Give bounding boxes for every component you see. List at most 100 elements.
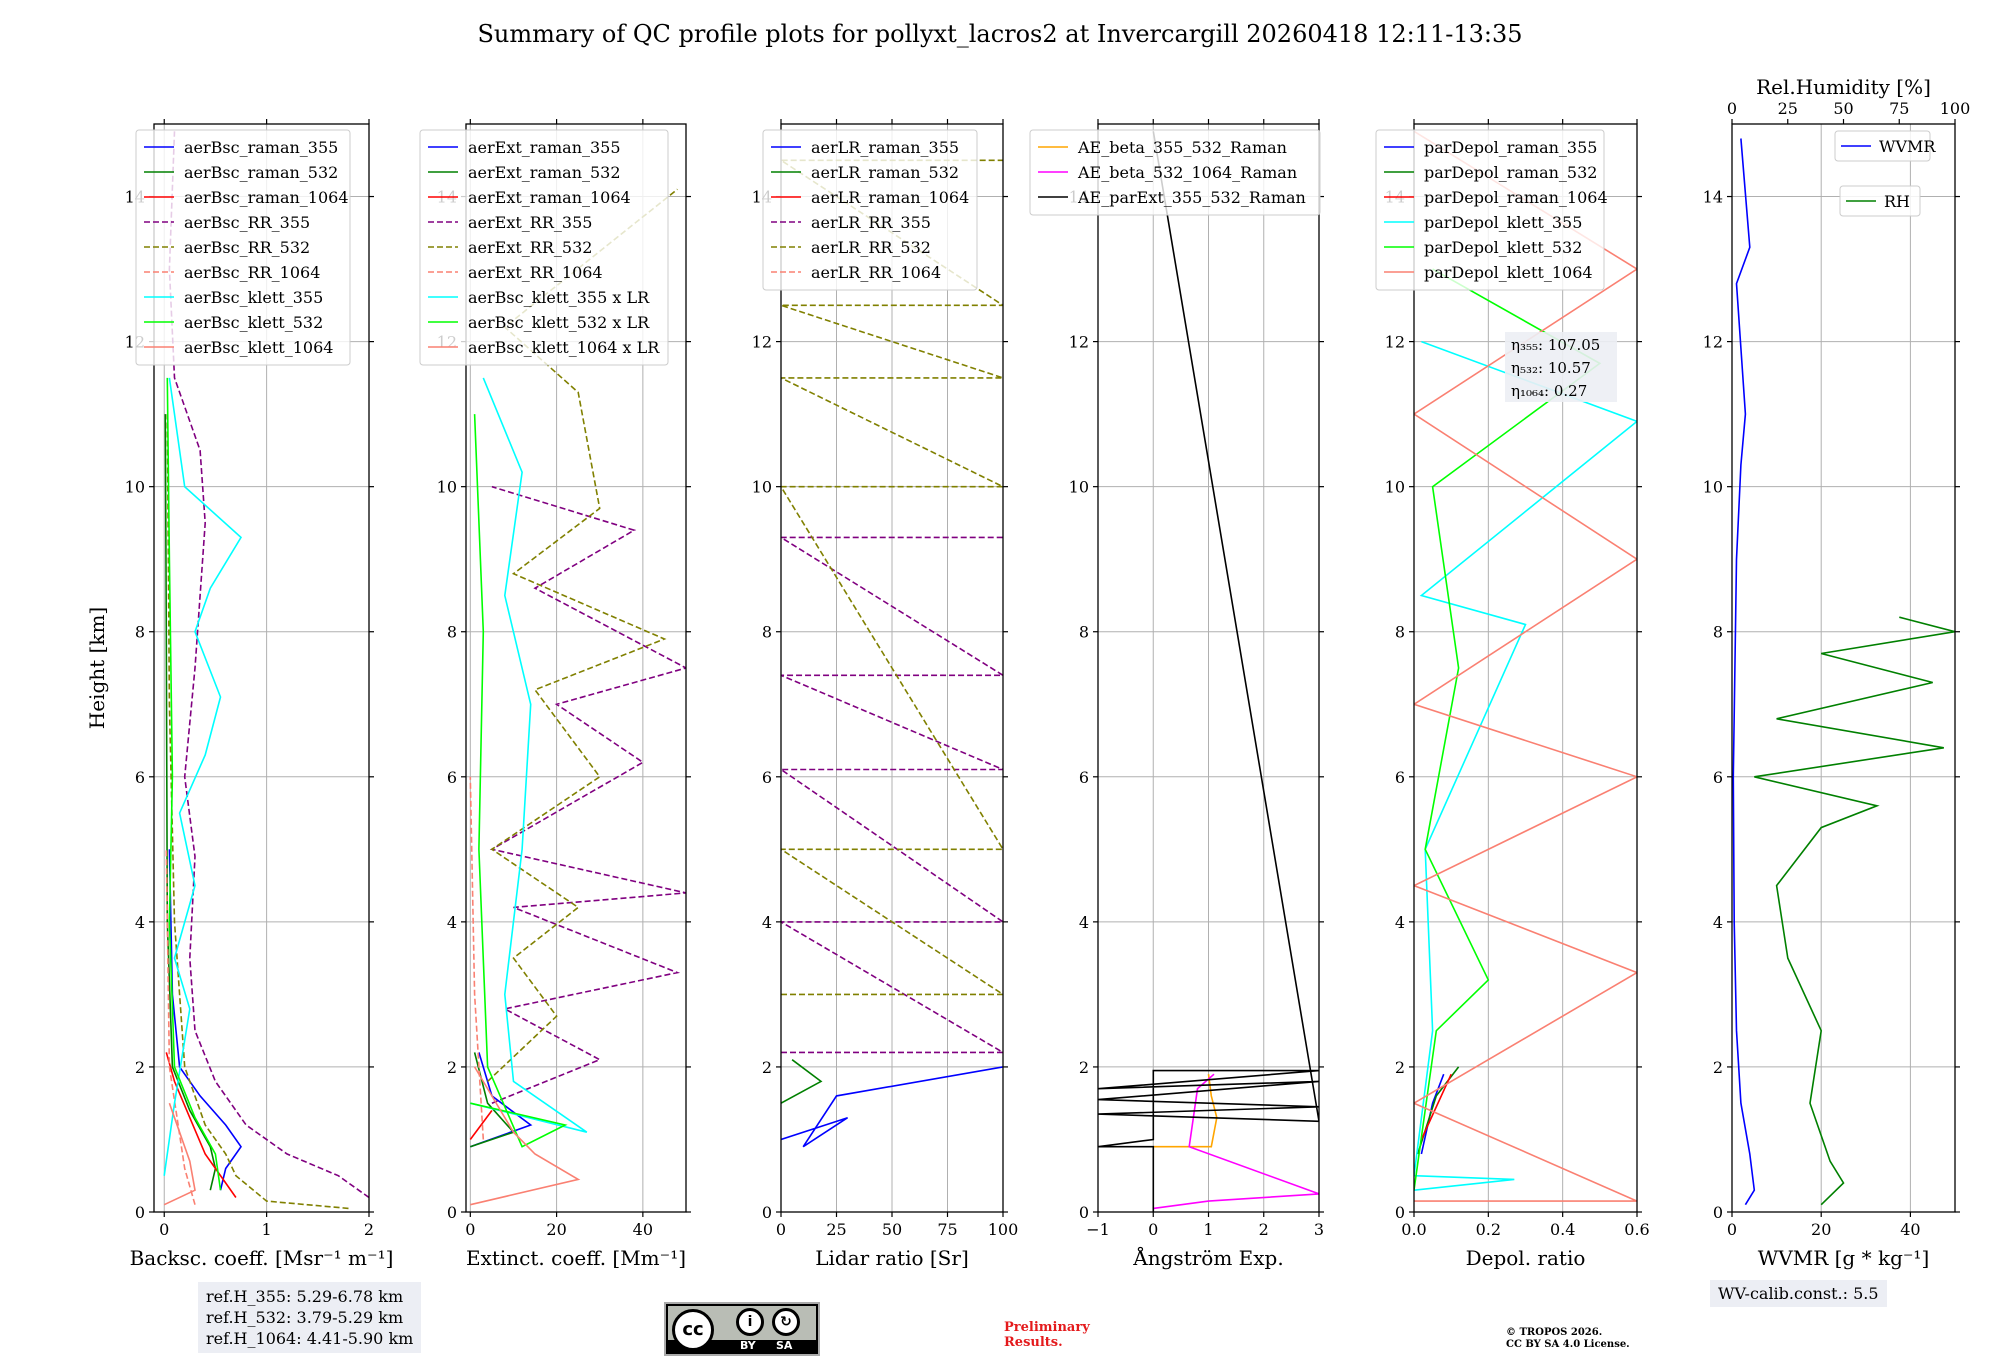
cc-license-badge: cc i ↻ BY SA — [664, 1302, 820, 1356]
series-line-parDepol_klett_1064 — [1414, 130, 1637, 1202]
y-tick-label-bsc: 2 — [135, 1058, 145, 1077]
eta-annotation-box — [1505, 332, 1617, 402]
legend-label-aerExt_raman_355: aerExt_raman_355 — [468, 138, 621, 157]
top-x-axis-label-wv: Rel.Humidity [%] — [1756, 75, 1931, 99]
series-line-aerBsc_raman_1064 — [165, 1052, 237, 1198]
y-tick-label-depol: 8 — [1395, 623, 1405, 642]
x-tick-label-bsc: 0 — [159, 1220, 169, 1239]
legend-label-aerExt_raman_532: aerExt_raman_532 — [468, 163, 621, 182]
x-tick-label-depol: 0.6 — [1624, 1220, 1649, 1239]
ref-height-532: ref.H_532: 3.79-5.29 km — [206, 1308, 404, 1327]
y-tick-label-wv: 14 — [1703, 188, 1723, 207]
series-group-wv — [1732, 138, 1955, 1206]
y-tick-label-lr: 6 — [762, 768, 772, 787]
copyright-note: © TROPOS 2026. CC BY SA 4.0 License. — [1506, 1327, 1630, 1351]
ref-height-1064: ref.H_1064: 4.41-5.90 km — [206, 1329, 414, 1348]
y-tick-label-ae: 2 — [1079, 1058, 1089, 1077]
top-x-tick-label-wv: 50 — [1833, 99, 1853, 118]
wv-calib-box: WV-calib.const.: 5.5 — [1710, 1280, 1887, 1307]
series-group-ae — [1098, 131, 1319, 1212]
series-line-aerExt_RR_1064 — [469, 776, 485, 1140]
series-line-WVMR — [1732, 138, 1756, 1206]
y-tick-label-ae: 8 — [1079, 623, 1089, 642]
series-line-aerBsc_klett_1064 x LR — [470, 1066, 581, 1206]
legend-lr: aerLR_raman_355 aerLR_raman_532 aerLR_rama… — [762, 129, 978, 291]
eta-annotation-0: η₃₅₅: 107.05 — [1511, 336, 1600, 354]
legend-depol: parDepol_raman_355 parDepol_raman_532 parD… — [1375, 129, 1608, 291]
legend-bsc: aerBsc_raman_355 aerBsc_raman_532 aerBsc_r… — [135, 129, 351, 366]
series-line-aerBsc_klett_1064 — [163, 1102, 196, 1206]
y-tick-label-depol: 2 — [1395, 1058, 1405, 1077]
series-line-aerBsc_klett_355 x LR — [470, 377, 588, 1133]
legend-label-AE_beta_532_1064_Raman: AE_beta_532_1064_Raman — [1077, 163, 1297, 182]
cc-sa-label: SA — [776, 1339, 793, 1352]
legend-label-aerBsc_klett_1064: aerBsc_klett_1064 — [184, 338, 333, 357]
legend-label-parDepol_raman_1064: parDepol_raman_1064 — [1424, 188, 1608, 207]
series-line-aerExt_RR_532 — [487, 188, 678, 1082]
legend-label-WVMR: WVMR — [1879, 137, 1936, 156]
y-tick-label-bsc: 0 — [135, 1203, 145, 1222]
series-line-aerBsc_raman_355 — [168, 849, 242, 1191]
y-tick-label-lr: 4 — [762, 913, 772, 932]
series-line-aerBsc_klett_355 — [163, 377, 243, 1176]
ref-height-355: ref.H_355: 5.29-6.78 km — [206, 1287, 404, 1306]
preliminary-results-note: Preliminary Results. — [1004, 1320, 1090, 1350]
legend-label-aerBsc_raman_1064: aerBsc_raman_1064 — [184, 188, 349, 207]
axes-frame-ext — [465, 123, 687, 1213]
x-tick-label-lr: 25 — [826, 1220, 846, 1239]
eta-annotation-1: η₅₃₂: 10.57 — [1511, 359, 1591, 377]
x-tick-label-depol: 0.4 — [1550, 1220, 1575, 1239]
legend-label-parDepol_klett_1064: parDepol_klett_1064 — [1424, 263, 1593, 282]
legend-box-WVMR — [1834, 130, 1931, 162]
top-x-tick-label-wv: 0 — [1727, 99, 1737, 118]
copyright-line-2: CC BY SA 4.0 License. — [1506, 1339, 1630, 1350]
legend-label-aerBsc_RR_532: aerBsc_RR_532 — [184, 238, 310, 257]
x-axis-label-ae: Ångström Exp. — [1132, 1245, 1283, 1270]
x-axis-label-bsc: Backsc. coeff. [Msr⁻¹ m⁻¹] — [130, 1246, 394, 1270]
legend-ae: AE_beta_355_532_Raman AE_beta_532_1064_Ra… — [1029, 129, 1321, 216]
y-tick-label-depol: 4 — [1395, 913, 1405, 932]
y-tick-label-depol: 0 — [1395, 1203, 1405, 1222]
y-axis-label: Height [km] — [85, 607, 109, 729]
legend-label-parDepol_klett_532: parDepol_klett_532 — [1424, 238, 1582, 257]
y-tick-label-wv: 10 — [1703, 478, 1723, 497]
panel-ext: 0246810121402040Extinct. coeff. [Mm⁻¹]ae… — [419, 119, 691, 1270]
legend-label-aerExt_RR_355: aerExt_RR_355 — [468, 213, 592, 232]
y-tick-label-lr: 10 — [752, 478, 772, 497]
x-tick-label-ext: 0 — [465, 1220, 475, 1239]
x-tick-label-wv: 40 — [1900, 1220, 1920, 1239]
y-tick-label-ae: 4 — [1079, 913, 1089, 932]
y-tick-label-ext: 2 — [447, 1058, 457, 1077]
cc-icon: cc — [672, 1309, 714, 1351]
series-line-aerBsc_raman_532 — [164, 414, 217, 1191]
legend-label-aerLR_raman_355: aerLR_raman_355 — [811, 138, 959, 157]
series-line-aerExt_raman_1064 — [469, 1110, 493, 1140]
y-tick-label-bsc: 4 — [135, 913, 145, 932]
top-x-tick-label-wv: 75 — [1889, 99, 1909, 118]
sa-icon: ↻ — [772, 1308, 800, 1336]
series-group-ext — [469, 188, 686, 1206]
top-x-tick-label-wv: 25 — [1778, 99, 1798, 118]
cc-by-label: BY — [740, 1339, 756, 1352]
legend-label-parDepol_raman_355: parDepol_raman_355 — [1424, 138, 1597, 157]
legend-label-AE_parExt_355_532_Raman: AE_parExt_355_532_Raman — [1077, 188, 1306, 207]
series-line-aerBsc_RR_355 — [168, 131, 369, 1199]
legend-label-parDepol_raman_532: parDepol_raman_532 — [1424, 163, 1597, 182]
series-line-aerLR_RR_355 — [781, 536, 1003, 1054]
series-line-aerBsc_klett_532 x LR — [470, 414, 568, 1148]
legend-box-ext — [419, 129, 669, 366]
legend-box-RH — [1839, 185, 1921, 217]
y-tick-label-ae: 10 — [1069, 478, 1089, 497]
axes-frame-depol — [1413, 123, 1638, 1213]
legend-label-aerBsc_klett_355: aerBsc_klett_355 — [184, 288, 323, 307]
y-tick-label-lr: 8 — [762, 623, 772, 642]
y-tick-label-ext: 8 — [447, 623, 457, 642]
y-tick-label-ext: 10 — [437, 478, 457, 497]
x-tick-label-ext: 20 — [546, 1220, 566, 1239]
legend-label-aerBsc_raman_532: aerBsc_raman_532 — [184, 163, 338, 182]
legend-box-depol — [1375, 129, 1605, 291]
